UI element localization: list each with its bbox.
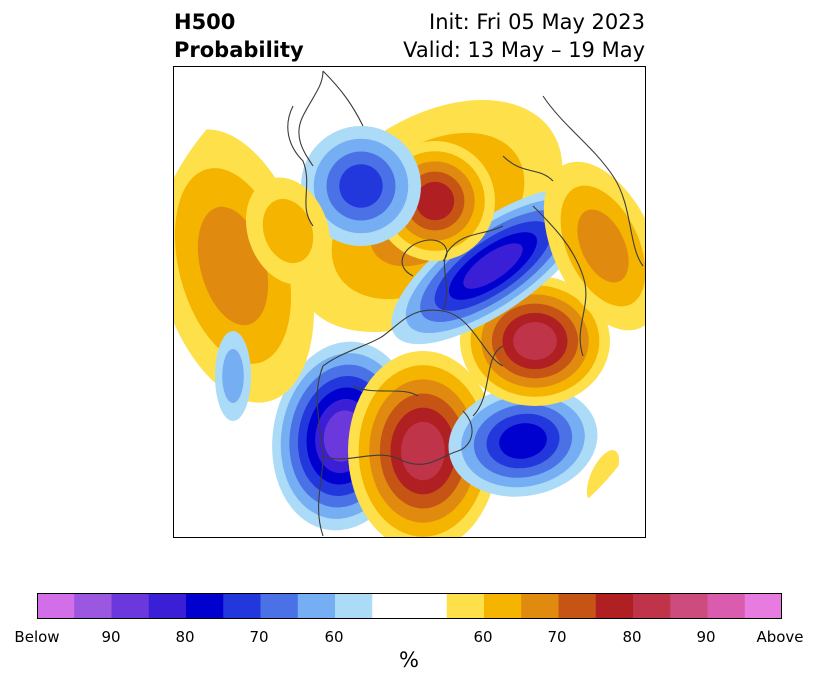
coastline: [442, 225, 504, 312]
colorbar-cell: [148, 593, 187, 619]
colorbar-cell: [409, 593, 448, 619]
colorbar-tick-label: 80: [175, 628, 195, 646]
colorbar-tick-label: Above: [756, 628, 804, 646]
coastline: [502, 155, 554, 182]
colorbar-cell: [446, 593, 485, 619]
colorbar-cell: [558, 593, 597, 619]
coastline: [401, 239, 448, 277]
colorbar-cell: [111, 593, 150, 619]
coastline: [352, 385, 419, 397]
anomaly-contour: [586, 450, 620, 502]
anomaly-contour: [339, 164, 383, 208]
product-label: Probability: [174, 38, 304, 62]
coastline: [316, 335, 384, 537]
coastline: [542, 95, 644, 267]
colorbar-cell: [484, 593, 522, 619]
colorbar-cell: [223, 593, 261, 619]
anomaly-contour: [415, 181, 455, 221]
colorbar-cell: [633, 593, 671, 619]
date-info: Init: Fri 05 May 2023 Valid: 13 May – 19…: [403, 8, 645, 64]
colorbar-tick-label: 60: [473, 628, 493, 646]
colorbar-unit: %: [399, 648, 419, 672]
colorbar-cell: [74, 593, 112, 619]
coastline: [287, 105, 314, 227]
coastlines: [287, 70, 644, 537]
colorbar-cell: [297, 593, 336, 619]
anomaly-map: [173, 66, 646, 538]
init-date: Init: Fri 05 May 2023: [429, 10, 645, 34]
colorbar-tick-label: 60: [324, 628, 344, 646]
colorbar-cell: [260, 593, 299, 619]
anomaly-contour: [463, 243, 523, 289]
coastline: [322, 410, 473, 465]
coastline: [472, 345, 504, 417]
colorbar-cell: [670, 593, 708, 619]
coastline: [532, 205, 587, 357]
map-title: H500 Probability: [174, 8, 304, 64]
coastline: [298, 70, 324, 167]
anomaly-contour: [222, 349, 244, 403]
colorbar-tick-label: 90: [101, 628, 121, 646]
colorbar-cell: [744, 593, 782, 619]
colorbar-tick-label: 70: [547, 628, 567, 646]
colorbar-tick-label: 80: [622, 628, 642, 646]
colorbar-cell: [707, 593, 746, 619]
colorbar-cell: [335, 593, 373, 619]
variable-label: H500: [174, 10, 236, 34]
colorbar: [37, 593, 782, 619]
anomaly-field: [173, 99, 646, 538]
anomaly-contour: [401, 421, 445, 481]
anomaly-contour: [499, 423, 547, 459]
anomaly-contour: [262, 198, 314, 264]
anomaly-contour: [513, 322, 557, 360]
colorbar-cell: [595, 593, 634, 619]
coastline: [322, 70, 364, 127]
colorbar-tick-label: Below: [14, 628, 60, 646]
colorbar-cell: [186, 593, 224, 619]
colorbar-tick-label: 70: [249, 628, 269, 646]
anomaly-contour: [577, 209, 629, 283]
colorbar-cell: [37, 593, 75, 619]
colorbar-cell: [521, 593, 559, 619]
valid-range: Valid: 13 May – 19 May: [403, 38, 645, 62]
colorbar-tick-label: 90: [696, 628, 716, 646]
colorbar-cell: [372, 593, 410, 619]
